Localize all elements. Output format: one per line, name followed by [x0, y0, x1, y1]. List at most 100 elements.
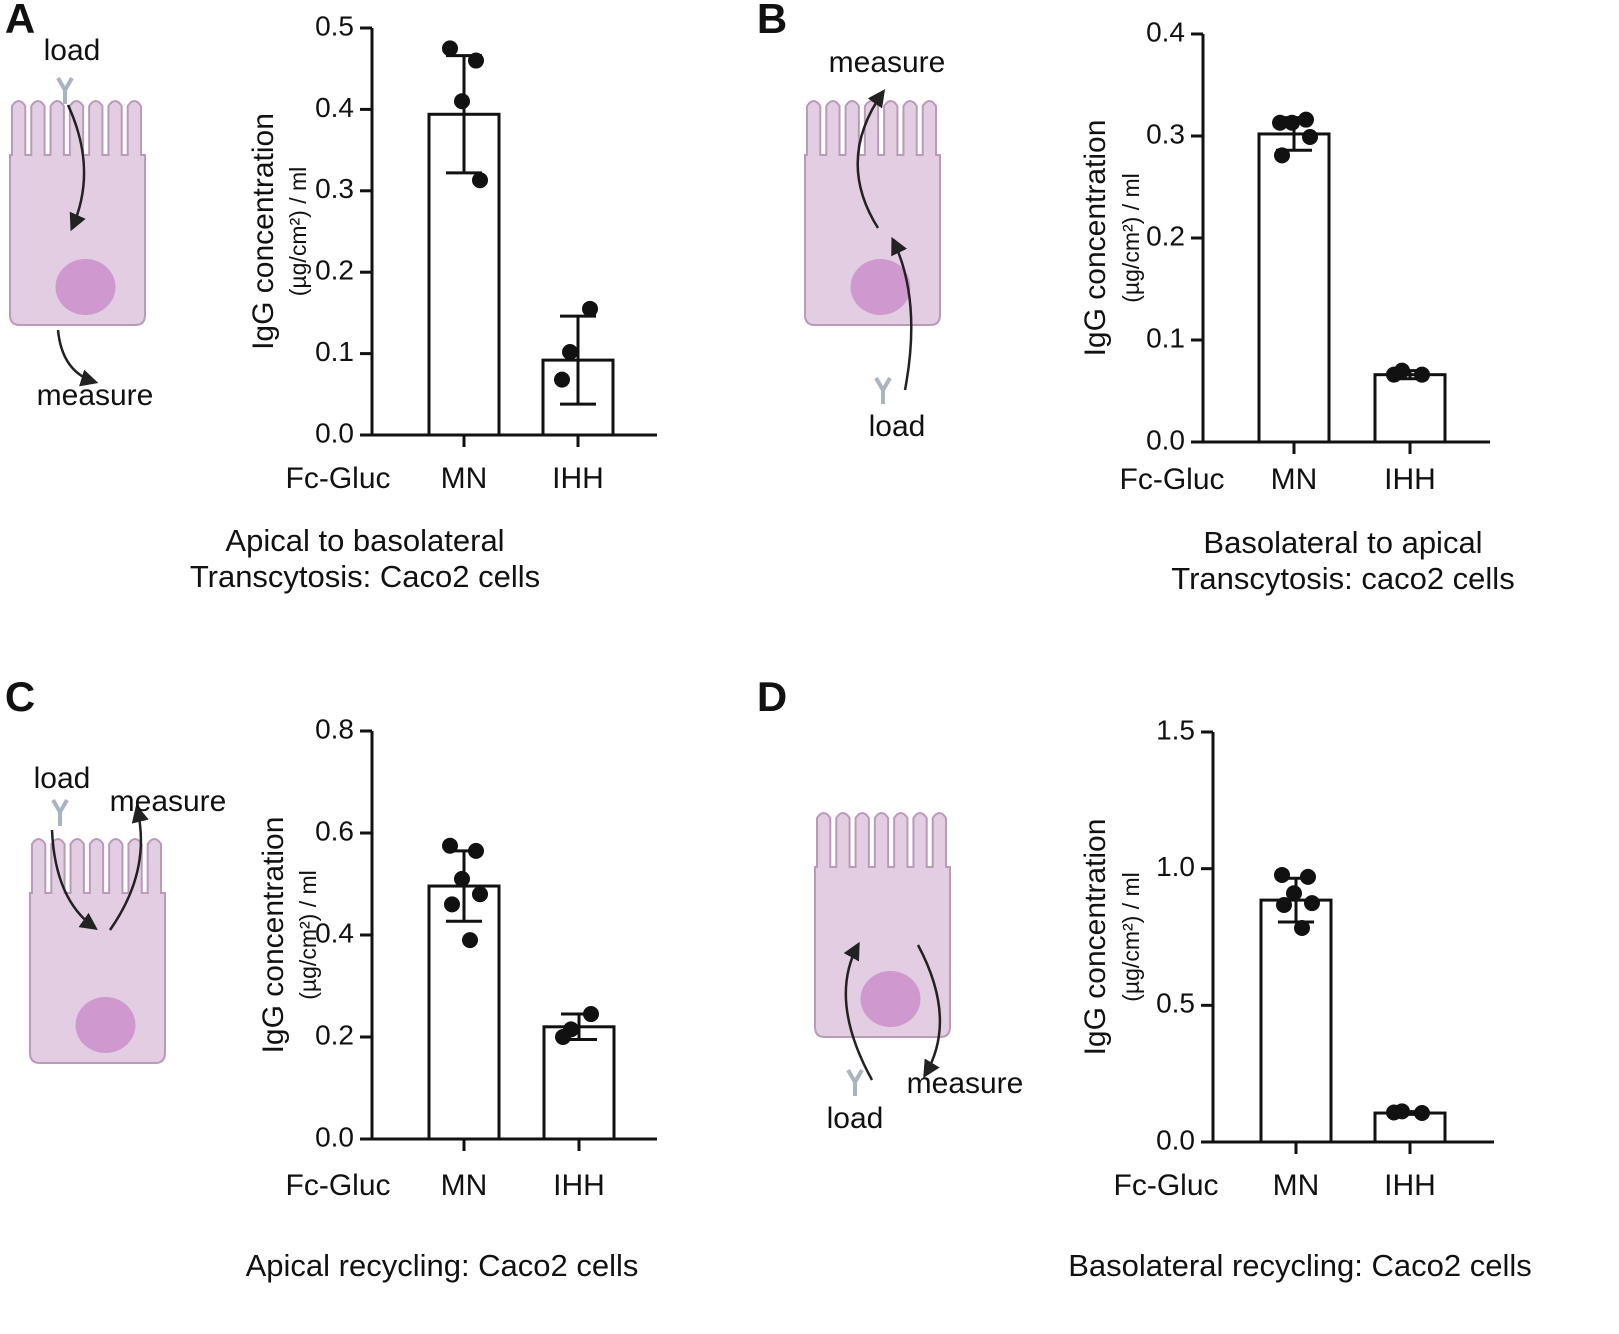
arrow: [891, 236, 913, 391]
data-point: [583, 1006, 599, 1023]
bar: [1373, 1111, 1447, 1144]
y-tick-label: 0.5: [1156, 988, 1195, 1019]
arrow: [856, 89, 886, 229]
caption: Transcytosis: caco2 cells: [1171, 561, 1514, 596]
y-axis-units: (µg/cm²) / ml: [1118, 872, 1144, 1002]
data-point: [1414, 1105, 1430, 1122]
data-point: [1276, 897, 1292, 914]
caption: Apical recycling: Caco2 cells: [246, 1248, 639, 1283]
nucleus: [55, 259, 116, 315]
arrow: [843, 941, 874, 1081]
data-point: [1302, 129, 1318, 146]
data-point: [442, 40, 458, 57]
x-axis-label: Fc-Gluc: [1120, 463, 1225, 496]
caption: Transcytosis: Caco2 cells: [190, 559, 540, 594]
cell: [814, 812, 951, 1038]
nucleus: [75, 997, 136, 1053]
panel-letter: C: [5, 673, 35, 720]
bar: [1373, 373, 1447, 444]
arrow: [66, 104, 86, 232]
y-tick-label: 0.4: [315, 917, 354, 948]
data-point: [1274, 866, 1290, 883]
data-point: [1274, 147, 1290, 164]
bar: [1257, 132, 1331, 444]
y-axis-label: IgG concentration: [1079, 120, 1112, 357]
y-tick-label: 0.0: [1156, 1124, 1195, 1155]
x-tick-label: IHH: [553, 1169, 605, 1202]
y-tick-label: 0.2: [315, 255, 354, 286]
panel-letter: B: [757, 0, 787, 42]
diagram-label: measure: [37, 379, 154, 412]
arrow: [56, 329, 99, 387]
caption: Apical to basolateral: [225, 523, 504, 558]
cell: [804, 100, 941, 326]
x-tick-label: IHH: [1384, 463, 1436, 496]
data-point: [444, 896, 460, 913]
y-tick-label: 0.4: [315, 92, 354, 123]
data-point: [1284, 114, 1300, 131]
data-point: [468, 52, 484, 69]
x-tick-label: MN: [441, 462, 488, 495]
arrow: [916, 944, 942, 1079]
arrow: [108, 804, 149, 931]
data-point: [472, 172, 488, 189]
y-tick-label: 1.5: [1156, 714, 1195, 745]
x-axis-label: Fc-Gluc: [286, 1169, 391, 1202]
x-axis-label: Fc-Gluc: [1114, 1169, 1219, 1202]
y-tick-label: 0.4: [1146, 16, 1185, 47]
x-axis-label: Fc-Gluc: [286, 462, 391, 495]
data-point: [1386, 1104, 1402, 1121]
nucleus: [850, 259, 911, 315]
data-point: [472, 886, 488, 903]
y-tick-label: 0.5: [315, 10, 354, 41]
caption: Basolateral to apical: [1203, 525, 1482, 560]
y-tick-label: 0.2: [315, 1019, 354, 1050]
data-point: [468, 842, 484, 859]
antibody: [846, 1068, 864, 1096]
data-point: [1298, 111, 1314, 128]
y-tick-label: 0.2: [1146, 220, 1185, 251]
y-tick-label: 0.0: [315, 1121, 354, 1152]
antibody: [56, 76, 74, 104]
y-tick-label: 1.0: [1156, 851, 1195, 882]
y-tick-label: 0.0: [1146, 424, 1185, 455]
antibody: [51, 798, 69, 826]
nucleus: [860, 971, 921, 1027]
data-point: [554, 371, 570, 388]
y-axis-units: (µg/cm²) / ml: [1118, 173, 1144, 303]
diagram-label: load: [827, 1102, 884, 1135]
y-axis-units: (µg/cm²) / ml: [285, 167, 311, 297]
diagram-label: measure: [907, 1067, 1024, 1100]
y-axis-label: IgG concentration: [1079, 819, 1112, 1056]
y-tick-label: 0.6: [315, 815, 354, 846]
antibody: [874, 376, 892, 404]
y-axis-label: IgG concentration: [257, 817, 290, 1054]
data-point: [462, 932, 478, 949]
bar: [427, 884, 501, 1141]
x-tick-label: MN: [441, 1169, 488, 1202]
x-tick-label: MN: [1271, 463, 1318, 496]
x-tick-label: MN: [1273, 1169, 1320, 1202]
bar: [542, 1025, 616, 1141]
diagram-label: load: [34, 762, 91, 795]
diagram-label: load: [869, 410, 926, 443]
y-tick-label: 0.0: [315, 417, 354, 448]
y-tick-label: 0.3: [1146, 118, 1185, 149]
data-point: [1414, 366, 1430, 383]
data-point: [1272, 114, 1288, 131]
data-point: [454, 93, 470, 110]
y-tick-label: 0.1: [1146, 322, 1185, 353]
data-point: [1300, 868, 1316, 885]
data-point: [1294, 919, 1310, 936]
data-point: [454, 870, 470, 887]
y-tick-label: 0.8: [315, 713, 354, 744]
data-point: [562, 343, 578, 360]
panel-letter: D: [757, 673, 787, 720]
panel-letter: A: [5, 0, 35, 42]
y-axis-label: IgG concentration: [247, 113, 280, 350]
data-point: [1304, 895, 1320, 912]
data-point: [1386, 366, 1402, 383]
bar: [1259, 898, 1333, 1144]
diagram-label: load: [44, 34, 101, 67]
